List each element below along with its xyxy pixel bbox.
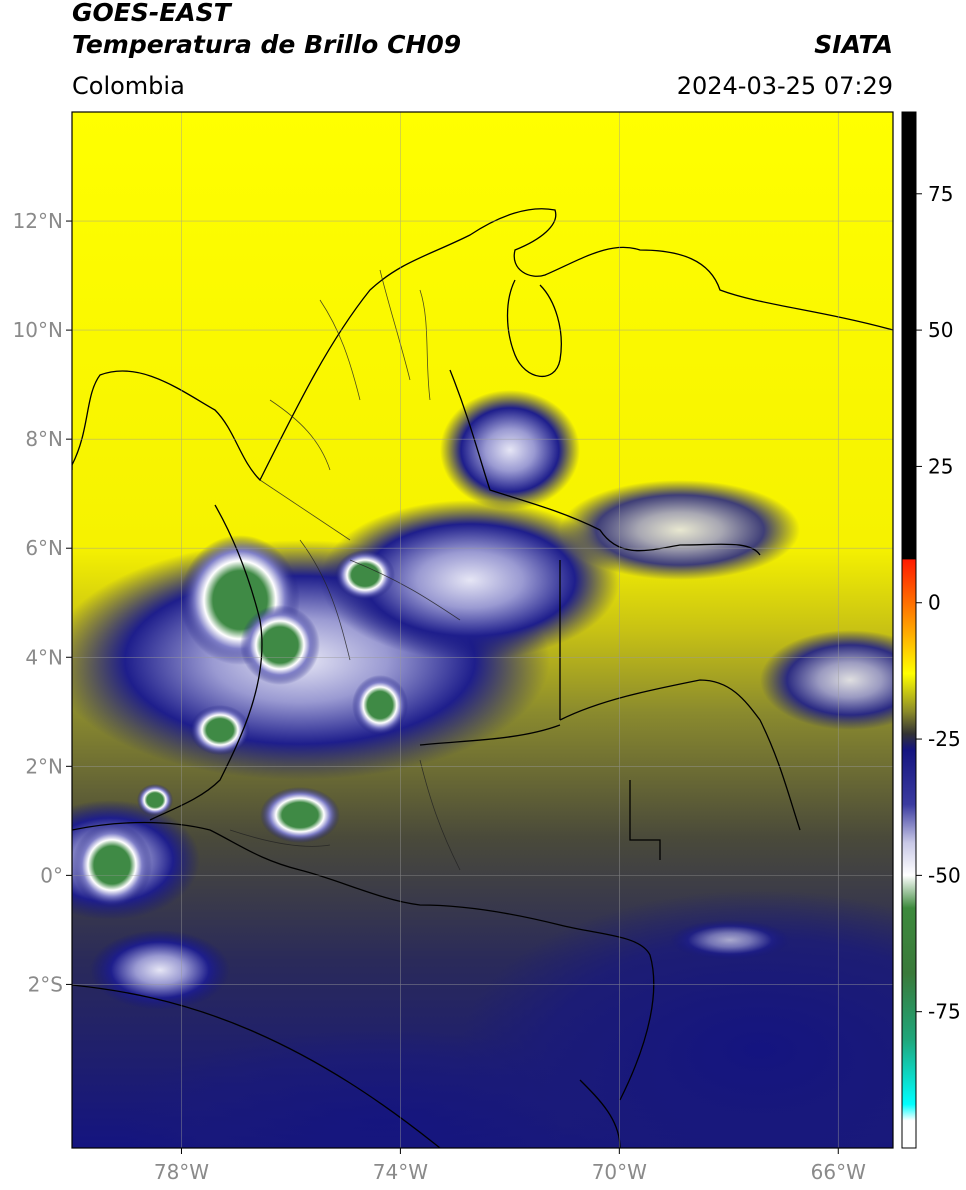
colorbar-tick-label: -25 <box>928 727 961 751</box>
colorbar <box>901 111 917 1149</box>
brand-label: SIATA <box>814 30 893 59</box>
lat-tick-label: 12°N <box>13 209 63 233</box>
region-label: Colombia <box>72 72 185 100</box>
colorbar-tick-label: 0 <box>928 591 941 615</box>
country-borders <box>72 208 893 1148</box>
title-satellite: GOES-EAST <box>72 0 231 27</box>
lat-tick-label: 2°N <box>25 754 63 778</box>
colorbar-tick-label: -50 <box>928 863 961 887</box>
lat-tick-label: 10°N <box>13 318 63 342</box>
department-borders <box>229 269 461 871</box>
lon-tick-label: 74°W <box>373 1160 428 1184</box>
lon-tick-label: 66°W <box>811 1160 866 1184</box>
map-imagery <box>72 112 893 1148</box>
colorbar-tick-label: 75 <box>928 182 953 206</box>
lat-tick-label: 8°N <box>25 427 63 451</box>
lat-tick-label: 2°S <box>28 972 63 996</box>
colorbar-tick-label: -75 <box>928 1000 961 1024</box>
colorbar-tick-label: 50 <box>928 318 953 342</box>
longitude-axis: 78°W 74°W 70°W 66°W <box>154 1148 866 1184</box>
colorbar-ticks: 75 50 25 0 -25 -50 -75 <box>916 182 961 1024</box>
lon-tick-label: 70°W <box>592 1160 647 1184</box>
title-product: Temperatura de Brillo CH09 <box>72 30 462 59</box>
lat-tick-label: 6°N <box>25 536 63 560</box>
colorbar-tick-label: 25 <box>928 454 953 478</box>
map-frame <box>71 111 894 1149</box>
lat-tick-label: 0° <box>40 863 63 887</box>
graticule <box>72 112 893 1148</box>
lat-tick-label: 4°N <box>25 645 63 669</box>
latitude-axis: 12°N 10°N 8°N 6°N 4°N 2°N 0° 2°S <box>13 209 72 996</box>
lon-tick-label: 78°W <box>154 1160 209 1184</box>
timestamp-label: 2024-03-25 07:29 <box>676 72 893 100</box>
